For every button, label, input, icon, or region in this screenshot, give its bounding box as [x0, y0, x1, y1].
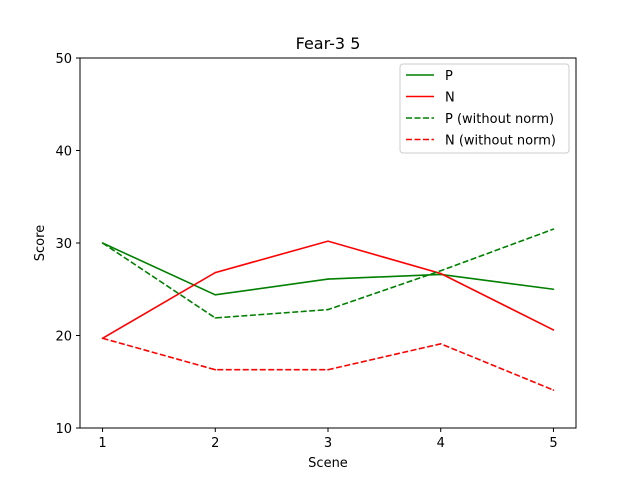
- data-point: [327, 368, 329, 371]
- data-point: [552, 228, 555, 230]
- legend-label: P: [445, 69, 453, 84]
- legend-label: N (without norm): [445, 134, 556, 149]
- series-line-1: [102, 240, 554, 339]
- y-tick-label: 20: [55, 330, 72, 345]
- x-axis-label: Scene: [308, 456, 348, 471]
- data-point: [439, 272, 442, 275]
- data-point: [327, 278, 329, 280]
- data-point: [327, 308, 329, 311]
- series-lines: [101, 228, 555, 391]
- data-point: [214, 294, 217, 296]
- data-point: [214, 368, 217, 371]
- legend-box: [399, 63, 570, 154]
- x-tick-label: 1: [98, 436, 106, 451]
- y-tick-label: 30: [55, 237, 72, 252]
- data-point: [214, 271, 217, 274]
- legend-label: N: [445, 91, 455, 106]
- y-tick-label: 50: [55, 52, 72, 67]
- y-tick-label: 10: [55, 422, 72, 437]
- x-tick-label: 2: [211, 436, 219, 451]
- legend-label: P (without norm): [445, 112, 554, 127]
- legend: PN P (without norm) N (without norm): [399, 63, 570, 154]
- x-tick-label: 4: [437, 436, 445, 451]
- x-tick-label: 5: [549, 436, 557, 451]
- y-tick-label: 40: [55, 145, 72, 160]
- y-axis: 10 20 30 40 50: [55, 52, 80, 437]
- series-line-3: [102, 337, 554, 391]
- chart-title: Fear-3 5: [296, 34, 361, 53]
- data-point: [327, 240, 329, 242]
- data-point: [552, 288, 555, 291]
- y-axis-label: Score: [33, 225, 48, 261]
- x-tick-label: 3: [324, 436, 332, 451]
- x-axis: 1 2 3 4 5: [98, 428, 558, 451]
- data-point: [439, 343, 442, 345]
- data-point: [101, 242, 104, 244]
- data-point: [552, 329, 555, 331]
- data-point: [439, 269, 442, 272]
- data-point: [552, 389, 555, 391]
- data-point: [214, 317, 217, 319]
- data-point: [101, 337, 104, 340]
